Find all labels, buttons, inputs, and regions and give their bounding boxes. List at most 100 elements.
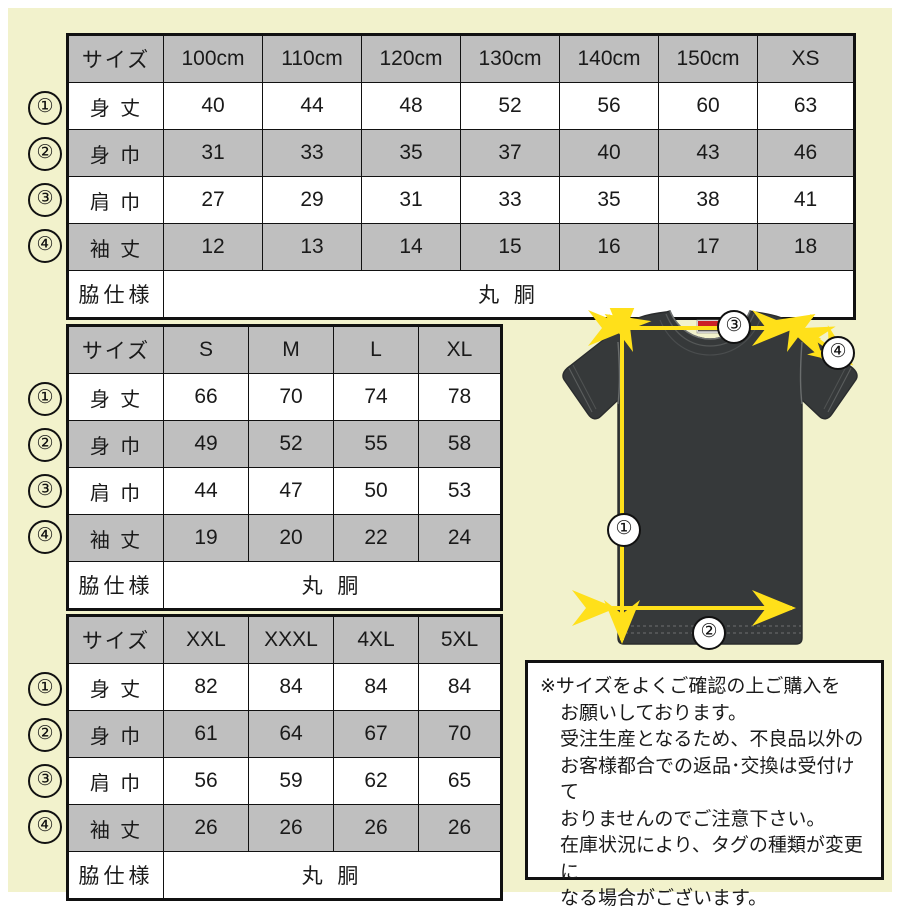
data-cell: 26 <box>333 804 419 852</box>
notice-line: ※サイズをよくご確認の上ご購入を <box>540 675 841 697</box>
data-cell: 56 <box>163 757 249 805</box>
table-row: 身 巾 49 52 55 58 <box>67 420 502 468</box>
row-label: 袖 丈 <box>67 804 164 852</box>
data-cell: 37 <box>460 129 560 177</box>
table-row: 身 丈 82 84 84 84 <box>67 663 502 711</box>
header-cell: 120cm <box>361 34 461 83</box>
data-cell: 26 <box>163 804 249 852</box>
data-cell: 48 <box>361 82 461 130</box>
header-cell: S <box>163 325 249 374</box>
footer-label: 脇仕様 <box>67 561 164 610</box>
notice-line: お願いしております。 <box>560 701 747 724</box>
marker-1-diagram: ① <box>607 513 641 547</box>
data-cell: 44 <box>163 467 249 515</box>
data-cell: 56 <box>559 82 659 130</box>
marker-3-table2: ③ <box>28 474 62 508</box>
data-cell: 26 <box>248 804 334 852</box>
marker-3-table3: ③ <box>28 764 62 798</box>
table-header-row: サイズ XXL XXXL 4XL 5XL <box>67 615 502 664</box>
data-cell: 84 <box>418 663 502 711</box>
row-label: 肩 巾 <box>67 467 164 515</box>
table-row: 肩 巾 44 47 50 53 <box>67 467 502 515</box>
marker-4-table2: ④ <box>28 520 62 554</box>
data-cell: 26 <box>418 804 502 852</box>
data-cell: 84 <box>333 663 419 711</box>
header-cell: L <box>333 325 419 374</box>
data-cell: 20 <box>248 514 334 562</box>
data-cell: 19 <box>163 514 249 562</box>
data-cell: 84 <box>248 663 334 711</box>
notice-text: ※サイズをよくご確認の上ご購入をお願いしております。受注生産となるため、不良品以… <box>540 673 871 912</box>
data-cell: 46 <box>757 129 855 177</box>
data-cell: 78 <box>418 373 502 421</box>
header-cell: XL <box>418 325 502 374</box>
marker-4-diagram: ④ <box>821 336 855 370</box>
data-cell: 15 <box>460 223 560 271</box>
marker-4-table3: ④ <box>28 810 62 844</box>
data-cell: 70 <box>248 373 334 421</box>
data-cell: 64 <box>248 710 334 758</box>
row-label: 身 丈 <box>67 663 164 711</box>
table-row: 肩 巾 27 29 31 33 35 38 41 <box>67 176 855 224</box>
data-cell: 67 <box>333 710 419 758</box>
size-label-text: サイズ <box>81 48 151 72</box>
data-cell: 41 <box>757 176 855 224</box>
header-size-label: サイズ <box>67 34 164 83</box>
notice-line: 受注生産となるため、不良品以外の <box>560 728 864 750</box>
data-cell: 18 <box>757 223 855 271</box>
marker-4-table1: ④ <box>28 229 62 263</box>
data-cell: 22 <box>333 514 419 562</box>
row-label: 身 丈 <box>67 82 164 130</box>
data-cell: 35 <box>559 176 659 224</box>
data-cell: 65 <box>418 757 502 805</box>
data-cell: 82 <box>163 663 249 711</box>
marker-3-diagram: ③ <box>717 310 751 344</box>
purchase-notice: ※サイズをよくご確認の上ご購入をお願いしております。受注生産となるため、不良品以… <box>525 660 884 909</box>
table-row: 袖 丈 26 26 26 26 <box>67 804 502 852</box>
marker-3-table1: ③ <box>28 183 62 217</box>
header-cell: 110cm <box>262 34 362 83</box>
table-header-row: サイズ S M L XL <box>67 325 502 374</box>
data-cell: 61 <box>163 710 249 758</box>
data-cell: 59 <box>248 757 334 805</box>
table-row: 身 丈 66 70 74 78 <box>67 373 502 421</box>
header-cell: 100cm <box>163 34 263 83</box>
data-cell: 55 <box>333 420 419 468</box>
poster-canvas: ① ② ③ ④ サイズ 100cm 110cm 120cm 130cm 140c… <box>8 8 892 909</box>
table-footer-row: 脇仕様 丸 胴 <box>67 561 502 610</box>
data-cell: 70 <box>418 710 502 758</box>
data-cell: 58 <box>418 420 502 468</box>
marker-1-table3: ① <box>28 672 62 706</box>
header-cell: 150cm <box>658 34 758 83</box>
header-cell: 4XL <box>333 615 419 664</box>
footer-value: 丸 胴 <box>163 851 502 900</box>
row-label: 肩 巾 <box>67 176 164 224</box>
data-cell: 52 <box>460 82 560 130</box>
data-cell: 13 <box>262 223 362 271</box>
data-cell: 52 <box>248 420 334 468</box>
tshirt-silhouette <box>562 310 858 645</box>
header-size-label: サイズ <box>67 615 164 664</box>
big-size-table: サイズ XXL XXXL 4XL 5XL 身 丈 82 84 84 84 身 巾… <box>66 614 503 901</box>
notice-line: おりませんのでご注意下さい。 <box>560 807 826 830</box>
data-cell: 27 <box>163 176 263 224</box>
header-cell: XS <box>757 34 855 83</box>
table-footer-row: 脇仕様 丸 胴 <box>67 851 502 900</box>
header-size-label: サイズ <box>67 325 164 374</box>
data-cell: 29 <box>262 176 362 224</box>
table-row: 身 巾 61 64 67 70 <box>67 710 502 758</box>
row-label: 身 巾 <box>67 420 164 468</box>
data-cell: 66 <box>163 373 249 421</box>
marker-2-table1: ② <box>28 137 62 171</box>
header-cell: XXL <box>163 615 249 664</box>
data-cell: 44 <box>262 82 362 130</box>
marker-2-diagram: ② <box>692 616 726 650</box>
row-label: 袖 丈 <box>67 514 164 562</box>
data-cell: 17 <box>658 223 758 271</box>
header-cell: 140cm <box>559 34 659 83</box>
adult-size-table: サイズ S M L XL 身 丈 66 70 74 78 身 巾 49 52 5… <box>66 324 503 611</box>
data-cell: 24 <box>418 514 502 562</box>
data-cell: 33 <box>262 129 362 177</box>
table-row: 身 巾 31 33 35 37 40 43 46 <box>67 129 855 177</box>
table-header-row: サイズ 100cm 110cm 120cm 130cm 140cm 150cm … <box>67 34 855 83</box>
